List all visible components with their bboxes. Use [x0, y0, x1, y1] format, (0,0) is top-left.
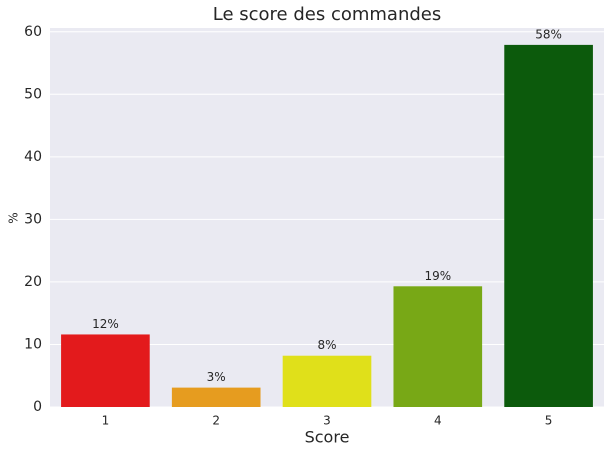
bar	[393, 286, 483, 407]
x-tick-label: 3	[323, 414, 331, 428]
y-tick-label: 60	[24, 24, 42, 40]
y-axis-label: %	[7, 212, 21, 223]
value-label: 8%	[317, 338, 336, 352]
bar	[504, 44, 593, 407]
value-label: 3%	[207, 370, 226, 384]
x-axis-label: Score	[305, 428, 350, 447]
bar	[282, 355, 372, 407]
chart-title: Le score des commandes	[213, 4, 442, 25]
x-tick-label: 1	[102, 414, 110, 428]
value-label: 19%	[424, 269, 451, 283]
bar	[171, 387, 261, 407]
value-label: 58%	[535, 27, 562, 41]
x-tick-label: 4	[434, 414, 442, 428]
bar	[61, 334, 150, 407]
value-label: 12%	[92, 317, 119, 331]
y-tick-label: 0	[33, 399, 42, 415]
y-tick-label: 50	[24, 86, 42, 102]
y-tick-label: 30	[24, 211, 42, 227]
y-tick-label: 10	[24, 336, 42, 352]
y-tick-label: 40	[24, 149, 42, 165]
x-tick-label: 2	[212, 414, 220, 428]
x-tick-label: 5	[545, 414, 553, 428]
y-tick-label: 20	[24, 274, 42, 290]
